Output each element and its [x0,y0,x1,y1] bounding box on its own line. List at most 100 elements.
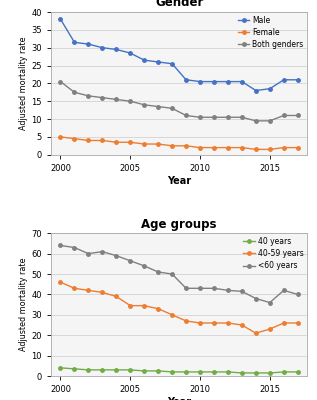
Line: Male: Male [59,18,300,92]
<60 years [226,288,230,293]
40-59 years [87,288,90,293]
Male [282,78,286,82]
Female [100,138,104,143]
<60 years [240,289,244,294]
Female [296,145,300,150]
40-59 years [73,286,76,291]
40 years [142,368,146,373]
40-59 years [198,320,202,325]
<60 years [170,272,174,276]
40-59 years [156,306,160,311]
40-59 years [254,331,258,336]
Legend: Male, Female, Both genders: Male, Female, Both genders [236,14,305,50]
40-59 years [268,327,272,332]
Female [114,140,118,145]
40 years [212,370,216,374]
Both genders [212,115,216,120]
Male [156,60,160,64]
<60 years [114,253,118,258]
Female [226,145,230,150]
40-59 years [142,303,146,308]
40 years [156,368,160,373]
Male [128,51,132,56]
Male [296,78,300,82]
Female [87,138,90,143]
<60 years [73,245,76,250]
Male [59,17,62,22]
Male [87,42,90,46]
Male [198,79,202,84]
Both genders [268,118,272,123]
Both genders [142,102,146,107]
<60 years [212,286,216,291]
40 years [226,370,230,374]
Line: 40 years: 40 years [59,366,300,375]
40-59 years [240,323,244,328]
Title: Age groups: Age groups [141,218,217,231]
Line: 40-59 years: 40-59 years [59,280,300,335]
Male [268,86,272,91]
40-59 years [226,320,230,325]
<60 years [268,300,272,305]
X-axis label: Year: Year [167,176,191,186]
Y-axis label: Adjusted mortality rate: Adjusted mortality rate [19,37,28,130]
<60 years [59,243,62,248]
40 years [114,368,118,372]
Male [240,79,244,84]
Both genders [198,115,202,120]
<60 years [254,296,258,301]
Both genders [282,113,286,118]
40 years [73,366,76,371]
Both genders [128,99,132,104]
Male [226,79,230,84]
Female [170,144,174,148]
40 years [87,368,90,372]
40-59 years [114,294,118,299]
40-59 years [100,290,104,295]
<60 years [87,251,90,256]
40 years [128,368,132,372]
Line: <60 years: <60 years [59,244,300,304]
40-59 years [296,320,300,325]
<60 years [296,292,300,297]
Both genders [170,106,174,111]
Female [142,142,146,146]
Male [114,47,118,52]
<60 years [142,264,146,268]
Male [254,88,258,93]
40 years [268,370,272,375]
Female [268,147,272,152]
40 years [240,370,244,375]
Both genders [226,115,230,120]
40-59 years [212,320,216,325]
40-59 years [59,280,62,284]
Female [73,136,76,141]
Both genders [87,94,90,98]
40 years [254,370,258,375]
<60 years [100,249,104,254]
Male [100,45,104,50]
Male [170,61,174,66]
Both genders [114,97,118,102]
40 years [100,368,104,372]
Female [212,145,216,150]
<60 years [128,258,132,263]
<60 years [184,286,188,291]
40-59 years [282,320,286,325]
Female [128,140,132,145]
<60 years [198,286,202,291]
Male [142,58,146,62]
40 years [198,370,202,374]
Line: Female: Female [59,135,300,151]
Title: Gender: Gender [155,0,203,10]
40-59 years [170,312,174,317]
Both genders [100,95,104,100]
Female [184,144,188,148]
Female [240,145,244,150]
40 years [170,370,174,374]
Female [254,147,258,152]
Both genders [59,79,62,84]
Male [184,78,188,82]
<60 years [156,270,160,274]
Female [59,134,62,139]
